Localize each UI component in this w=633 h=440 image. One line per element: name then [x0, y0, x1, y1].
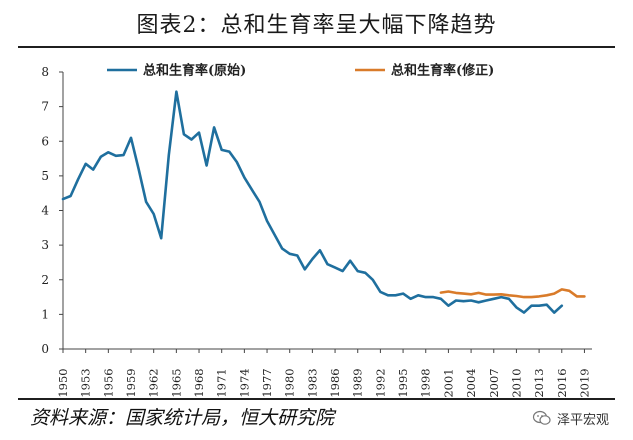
x-tick-label: 1977	[260, 368, 274, 397]
x-tick-label: 2004	[464, 368, 478, 397]
x-tick-label: 1989	[351, 368, 365, 397]
source-divider	[18, 398, 615, 400]
x-tick-label: 1974	[237, 368, 251, 397]
x-tick-label: 2007	[487, 368, 501, 397]
y-tick-label: 2	[41, 273, 49, 287]
x-tick-label: 1959	[124, 368, 138, 397]
series-line-original	[61, 90, 564, 314]
chart-area: 0 1 2 3 4 5 6 7 8 1950 1953 1956 1959 1962 1965 1968 197…	[0, 48, 633, 398]
x-tick-label: 2019	[577, 368, 591, 397]
x-tick-label: 1998	[419, 368, 433, 397]
x-tick-label: 1992	[373, 368, 387, 397]
x-tick-label: 1971	[215, 368, 229, 397]
wechat-icon	[532, 410, 551, 425]
y-tick-label: 4	[41, 204, 49, 218]
x-tick-label: 1986	[328, 368, 342, 397]
title-divider	[18, 46, 615, 48]
x-tick-label: 1953	[79, 368, 93, 397]
series-line-revised	[439, 288, 586, 299]
y-tick-label: 8	[41, 65, 49, 79]
x-tick-label: 1962	[147, 368, 161, 397]
x-tick-label: 2013	[532, 368, 546, 397]
x-tick-label: 2016	[555, 368, 569, 397]
y-tick-label: 3	[41, 238, 49, 252]
x-tick-label: 1995	[396, 368, 410, 397]
y-tick-label: 1	[41, 307, 49, 321]
y-tick-label: 0	[41, 342, 49, 356]
chart-title: 图表2：总和生育率呈大幅下降趋势	[0, 0, 633, 46]
x-tick-label: 1980	[283, 368, 297, 397]
watermark: 泽平宏观	[532, 408, 609, 428]
x-tick-label: 1965	[169, 368, 183, 397]
y-tick-label: 6	[41, 134, 49, 148]
watermark-text: 泽平宏观	[556, 412, 609, 428]
x-tick-label: 1968	[192, 368, 206, 397]
x-tick-label: 1956	[101, 368, 115, 397]
x-tick-label: 2010	[509, 368, 523, 397]
y-tick-label: 5	[41, 169, 49, 183]
x-tick-label: 1983	[305, 368, 319, 397]
y-tick-label: 7	[41, 100, 49, 114]
legend-label: 总和生育率(原始)	[143, 63, 246, 79]
source-note: 资料来源：国家统计局，恒大研究院	[30, 407, 335, 429]
legend-label: 总和生育率(修正)	[391, 63, 494, 79]
line-chart: 0 1 2 3 4 5 6 7 8 1950 1953 1956 1959 1962 1965 1968 197…	[41, 63, 592, 398]
x-tick-label: 2001	[441, 368, 455, 397]
x-tick-label: 1950	[56, 368, 70, 397]
